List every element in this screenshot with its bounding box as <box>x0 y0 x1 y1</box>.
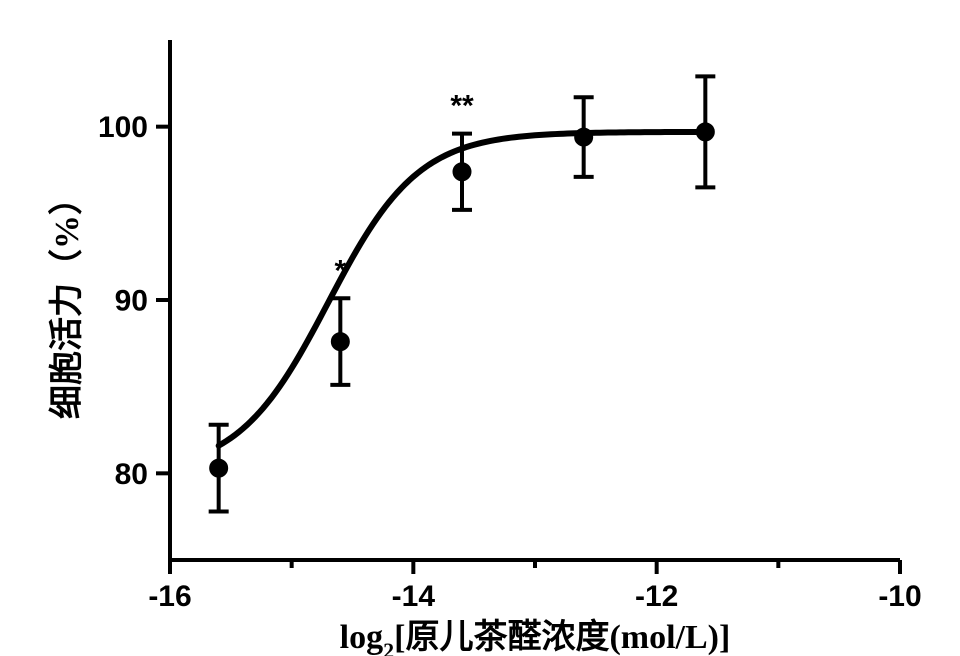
data-point: * <box>330 254 350 385</box>
svg-text:-10: -10 <box>878 580 921 613</box>
y-axis-title: 细胞活力（%） <box>47 181 86 419</box>
significance-annotation: * <box>334 254 346 287</box>
svg-text:90: 90 <box>115 285 148 318</box>
svg-text:80: 80 <box>115 458 148 491</box>
data-point <box>209 425 229 512</box>
svg-text:100: 100 <box>98 111 148 144</box>
svg-text:-16: -16 <box>148 580 191 613</box>
x-axis-title: log2[原儿茶醛浓度(mol/L)] <box>340 618 731 656</box>
data-point <box>574 97 594 177</box>
svg-text:-12: -12 <box>635 580 678 613</box>
data-point <box>695 76 715 187</box>
dose-response-chart: -16 -14 -12 -10 80 90 100 log2[原儿茶醛浓度(mol/L)] 细胞… <box>0 0 960 656</box>
svg-text:-14: -14 <box>392 580 436 613</box>
chart-svg: -16 -14 -12 -10 80 90 100 log2[原儿茶醛浓度(mol/L)] 细胞… <box>0 0 960 656</box>
significance-annotation: ** <box>450 90 474 123</box>
